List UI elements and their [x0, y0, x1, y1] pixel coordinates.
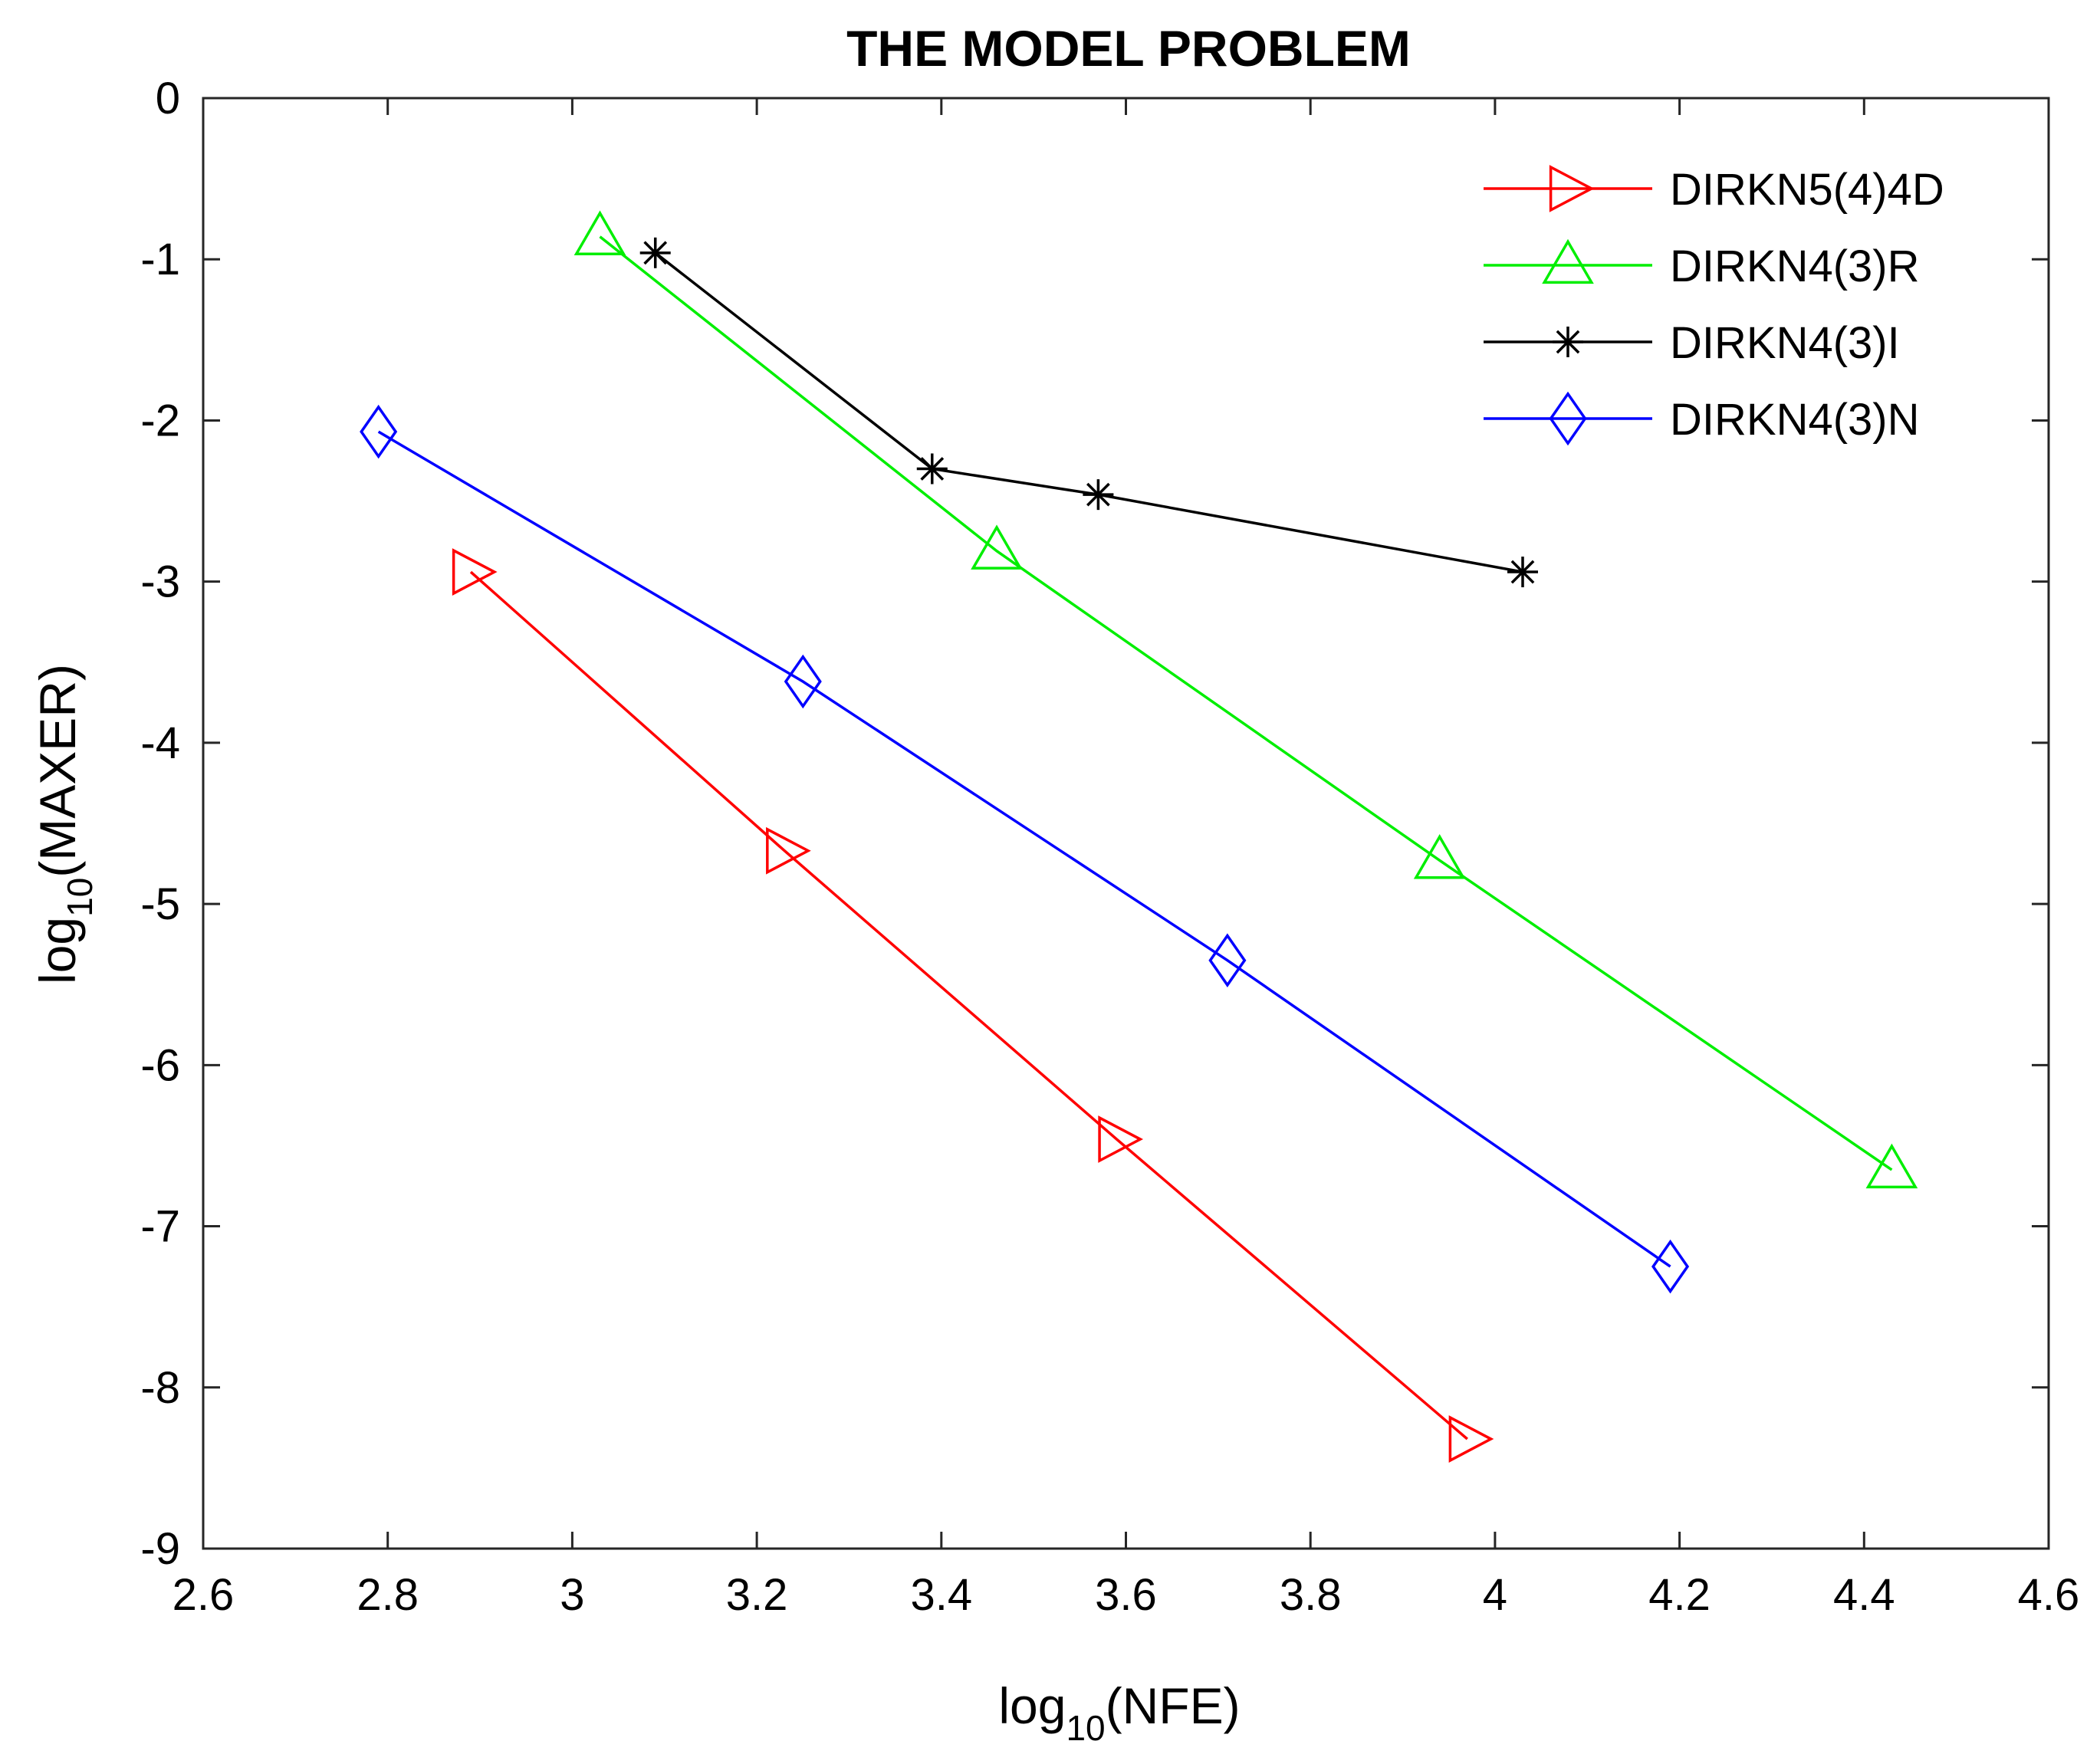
data-point	[971, 524, 1023, 570]
legend-marker	[1553, 327, 1583, 357]
series-DIRKN5(4)4D	[452, 548, 1494, 1463]
legend-item: DIRKN5(4)4D	[1484, 165, 1944, 215]
asterisk-stroke	[920, 457, 945, 481]
y-axis: 0 -1 -2 -3 -4 -5 -6 -7 -8 -9	[140, 74, 2049, 1574]
x-axis-label-suffix: (NFE)	[1106, 1677, 1241, 1734]
y-tick-label: -3	[140, 557, 180, 607]
data-point	[1208, 933, 1247, 987]
data-point	[1507, 557, 1539, 588]
data-point	[766, 826, 811, 875]
data-point	[784, 654, 822, 709]
legend-label: DIRKN4(3)R	[1670, 241, 1920, 291]
series-DIRKN4(3)I	[639, 237, 1539, 588]
data-point	[1098, 1115, 1144, 1163]
y-tick-label: -1	[140, 235, 180, 284]
series-DIRKN4(3)R	[573, 210, 1918, 1189]
y-tick-label: -8	[140, 1363, 180, 1413]
data-point	[360, 404, 398, 459]
series-line	[599, 235, 1893, 1171]
legend-item: DIRKN4(3)N	[1484, 391, 1920, 446]
series-DIRKN4(3)N	[360, 404, 1690, 1294]
legend-item: DIRKN4(3)I	[1484, 318, 1900, 368]
legend-label: DIRKN4(3)N	[1670, 395, 1920, 445]
chart-title: THE MODEL PROBLEM	[846, 20, 1411, 77]
y-tick-label: 0	[156, 74, 180, 123]
data-point	[1651, 1239, 1690, 1294]
y-tick-label: -9	[140, 1524, 180, 1574]
legend-marker	[1542, 238, 1594, 284]
legend: DIRKN5(4)4D DIRKN4(3)R DIRKN4(3)I DIRKN4(3)…	[1484, 165, 1944, 446]
y-tick-label: -4	[140, 718, 180, 768]
y-tick-label: -5	[140, 879, 180, 929]
y-axis-label-suffix: (MAXER)	[29, 664, 86, 878]
x-tick-label: 3.4	[910, 1570, 972, 1620]
x-tick-label: 3.6	[1095, 1570, 1157, 1620]
series-line	[377, 430, 1671, 1268]
asterisk-stroke	[1556, 330, 1580, 354]
axes-box	[202, 97, 2050, 1550]
data-point	[916, 453, 948, 485]
y-tick-label: -6	[140, 1040, 180, 1090]
x-tick-label: 3.8	[1280, 1570, 1342, 1620]
legend-label: DIRKN5(4)4D	[1670, 165, 1944, 215]
x-tick-label: 3	[560, 1570, 584, 1620]
x-tick-label: 4.2	[1648, 1570, 1711, 1620]
asterisk-stroke	[1510, 560, 1535, 584]
y-axis-label: log10(MAXER)	[29, 664, 100, 984]
data-point	[452, 548, 498, 596]
y-axis-label-prefix: log	[29, 917, 86, 984]
asterisk-stroke	[643, 241, 668, 265]
data-point	[1865, 1143, 1918, 1189]
asterisk-stroke	[1086, 482, 1110, 507]
x-axis-label: log10(NFE)	[998, 1677, 1240, 1748]
data-point	[573, 210, 626, 255]
series-line	[469, 570, 1468, 1440]
legend-marker	[1549, 165, 1595, 212]
data-point	[1083, 479, 1114, 511]
legend-marker	[1549, 391, 1587, 446]
plot-area	[202, 97, 2050, 1550]
x-axis-label-prefix: log	[998, 1677, 1066, 1734]
data-point	[1448, 1415, 1494, 1463]
x-axis-label-subscript: 10	[1066, 1708, 1105, 1748]
x-tick-label: 4.6	[2018, 1570, 2080, 1620]
data-point	[639, 237, 671, 268]
y-tick-label: -2	[140, 396, 180, 445]
y-axis-label-subscript: 10	[60, 878, 100, 917]
data-point	[1413, 834, 1466, 879]
x-tick-label: 2.8	[357, 1570, 419, 1620]
legend-label: DIRKN4(3)I	[1670, 318, 1900, 368]
legend-item: DIRKN4(3)R	[1484, 238, 1920, 291]
x-axis: 2.6 2.8 3 3.2 3.4 3.6 3.8 4 4.2 4.4 4.6	[173, 98, 2080, 1620]
y-tick-label: -7	[140, 1202, 180, 1252]
x-tick-label: 3.2	[726, 1570, 788, 1620]
x-tick-label: 4.4	[1833, 1570, 1895, 1620]
x-tick-label: 2.6	[173, 1570, 235, 1620]
series-layer	[360, 210, 1918, 1463]
x-tick-label: 4	[1483, 1570, 1507, 1620]
series-line	[654, 251, 1523, 573]
